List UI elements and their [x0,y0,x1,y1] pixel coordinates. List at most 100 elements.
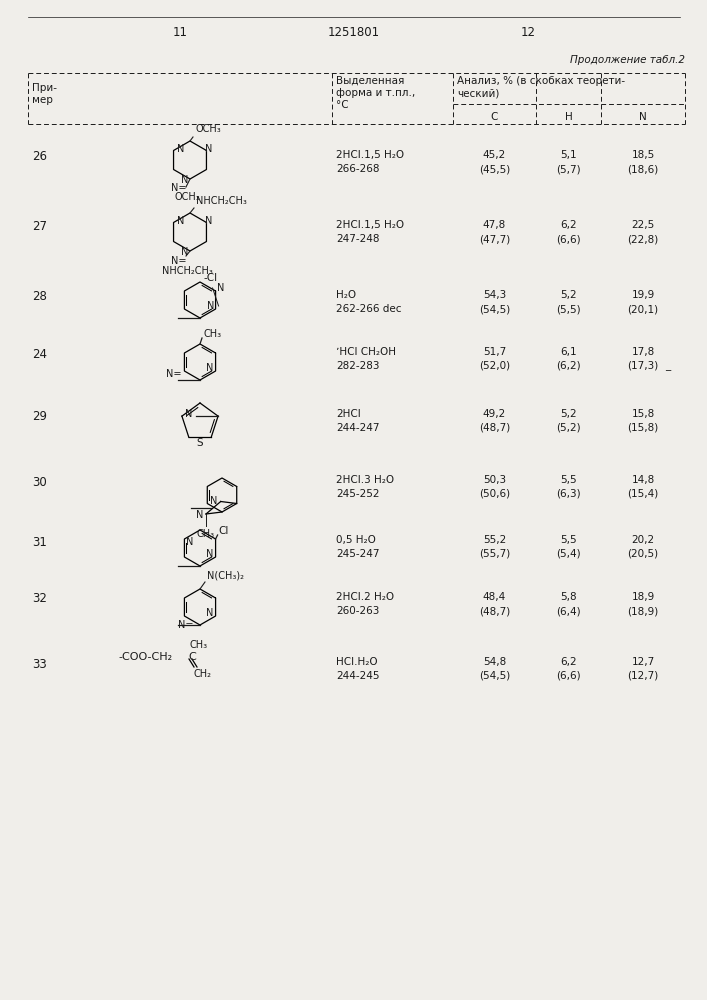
Text: 30: 30 [32,476,47,488]
Text: N: N [185,409,192,419]
Text: -COO-CH₂: -COO-CH₂ [118,652,172,662]
Text: 244-245: 244-245 [336,671,380,681]
Text: N=: N= [172,256,187,266]
Text: 54,3: 54,3 [483,290,506,300]
Text: 2HCl.3 H₂O: 2HCl.3 H₂O [336,475,394,485]
Text: (5,4): (5,4) [556,549,581,559]
Text: °C: °C [336,100,349,110]
Text: 245-252: 245-252 [336,489,380,499]
Text: 48,4: 48,4 [483,592,506,602]
Text: (22,8): (22,8) [627,234,659,244]
Text: (47,7): (47,7) [479,234,510,244]
Text: 1251801: 1251801 [328,25,380,38]
Text: (6,6): (6,6) [556,671,581,681]
Text: 2HCl: 2HCl [336,409,361,419]
Text: 22,5: 22,5 [631,220,655,230]
Text: N: N [211,495,218,506]
Text: 2HCl.1,5 H₂O: 2HCl.1,5 H₂O [336,150,404,160]
Text: 54,8: 54,8 [483,657,506,667]
Text: ʼHCl CH₂OH: ʼHCl CH₂OH [336,347,396,357]
Text: N: N [207,301,215,311]
Text: N: N [639,112,647,122]
Text: (15,4): (15,4) [627,489,659,499]
Text: OCH₃: OCH₃ [195,124,221,134]
Text: 29: 29 [32,410,47,422]
Text: N: N [205,216,212,226]
Text: Cl: Cl [218,526,229,536]
Text: 15,8: 15,8 [631,409,655,419]
Text: (5,5): (5,5) [556,304,581,314]
Text: 12,7: 12,7 [631,657,655,667]
Text: H₂O: H₂O [336,290,356,300]
Text: 18,5: 18,5 [631,150,655,160]
Text: (5,7): (5,7) [556,164,581,174]
Text: N=: N= [177,620,193,630]
Text: (50,6): (50,6) [479,489,510,499]
Text: 5,5: 5,5 [560,535,577,545]
Text: (54,5): (54,5) [479,304,510,314]
Text: 55,2: 55,2 [483,535,506,545]
Text: (48,7): (48,7) [479,423,510,433]
Text: 33: 33 [32,658,47,670]
Text: 26: 26 [32,150,47,163]
Text: H: H [565,112,573,122]
Text: 5,2: 5,2 [560,409,577,419]
Text: 31: 31 [32,536,47,548]
Text: 5,1: 5,1 [560,150,577,160]
Text: N: N [180,175,188,185]
Text: (45,5): (45,5) [479,164,510,174]
Text: CH₃: CH₃ [190,640,208,650]
Text: 47,8: 47,8 [483,220,506,230]
Text: 244-247: 244-247 [336,423,380,433]
Text: CH₃: CH₃ [197,529,215,539]
Text: N: N [216,283,224,293]
Text: 24: 24 [32,348,47,360]
Text: N: N [180,247,188,257]
Text: (15,8): (15,8) [627,423,659,433]
Text: 19,9: 19,9 [631,290,655,300]
Text: (6,3): (6,3) [556,489,581,499]
Text: 282-283: 282-283 [336,361,380,371]
Text: (18,9): (18,9) [627,606,659,616]
Text: OCH₃: OCH₃ [174,192,200,202]
Text: N: N [205,143,212,153]
Text: N=: N= [172,183,187,193]
Text: 12: 12 [520,25,535,38]
Text: CH₂: CH₂ [194,669,212,679]
Text: 245-247: 245-247 [336,549,380,559]
Text: 20,2: 20,2 [631,535,655,545]
Text: (20,5): (20,5) [627,549,658,559]
Text: NHCH₂CH₃: NHCH₂CH₃ [162,266,212,276]
Text: 247-248: 247-248 [336,234,380,244]
Text: _: _ [665,361,670,371]
Text: N: N [206,549,214,559]
Text: (55,7): (55,7) [479,549,510,559]
Text: 28: 28 [32,290,47,304]
Text: 6,2: 6,2 [560,657,577,667]
Text: 17,8: 17,8 [631,347,655,357]
Text: 18,9: 18,9 [631,592,655,602]
Text: -Cl: -Cl [204,273,218,283]
Text: (20,1): (20,1) [627,304,658,314]
Text: 5,5: 5,5 [560,475,577,485]
Text: C: C [188,652,196,662]
Text: 45,2: 45,2 [483,150,506,160]
Text: 32: 32 [32,592,47,605]
Text: 6,2: 6,2 [560,220,577,230]
Text: N=: N= [166,369,182,379]
Text: 262-266 dec: 262-266 dec [336,304,402,314]
Text: Продолжение табл.2: Продолжение табл.2 [570,55,685,65]
Text: (5,2): (5,2) [556,423,581,433]
Text: 14,8: 14,8 [631,475,655,485]
Text: 50,3: 50,3 [483,475,506,485]
Text: 2HCl.1,5 H₂O: 2HCl.1,5 H₂O [336,220,404,230]
Text: 0,5 H₂O: 0,5 H₂O [336,535,376,545]
Text: (17,3): (17,3) [627,361,659,371]
Text: (52,0): (52,0) [479,361,510,371]
Text: 260-263: 260-263 [336,606,380,616]
Text: 49,2: 49,2 [483,409,506,419]
Text: HCl.H₂O: HCl.H₂O [336,657,378,667]
Text: C: C [491,112,498,122]
Text: N: N [206,608,214,618]
Text: 5,2: 5,2 [560,290,577,300]
